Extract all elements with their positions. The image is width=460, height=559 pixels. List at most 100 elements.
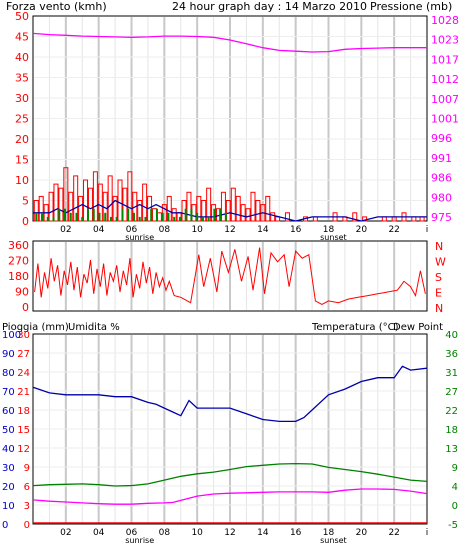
wind-low-bar [58,208,61,221]
humidity-line [32,365,428,423]
dewpoint-line [32,488,428,505]
humidity-tick-label: 90 [2,349,15,360]
rain-axis-label: Pioggia (mm) [2,322,69,333]
rain-tick-label: 3 [24,501,30,512]
wind-gust-bar [53,183,59,222]
time-tick-label: 22 [388,225,399,235]
time-tick-label: 04 [93,528,105,538]
wind-low-bar [155,208,158,221]
pressure-tick-label: 986 [431,172,452,185]
humidity-tick-label: 40 [2,444,15,455]
dewpoint-axis-label: Dew Point [393,322,443,333]
wind-gust-bar [225,200,231,222]
time-tick-label: 06 [126,528,138,538]
wind-low-bar [196,212,199,221]
temperature-tick-label: 36 [445,349,458,360]
time-tick-label: i [426,225,429,235]
wind-low-bar [109,216,112,221]
wind-gust-bar [48,191,54,222]
sunset-label: sunset [320,233,347,242]
temperature-tick-label: 4 [452,482,458,493]
direction-tick-label: 270 [8,255,29,268]
wind-low-bar [69,212,72,221]
pressure-line [32,32,427,53]
wind-gust-bar [112,195,118,222]
temperature-axis-label: Temperatura (°C) [311,322,399,333]
rain-tick-label: 15 [17,425,30,436]
wind-tick-label: 35 [15,72,29,85]
wind-axis-label: Forza vento (kmh) [6,0,107,13]
rain-tick-label: 6 [24,482,30,493]
time-tick-label: 20 [356,225,368,235]
time-tick-label: 18 [323,528,335,538]
wind-tick-label: 15 [15,154,29,167]
wind-gust-bar [240,204,246,222]
time-tick-label: 08 [159,528,171,538]
wind-low-bar [52,216,55,221]
humidity-tick-label: 60 [2,406,15,417]
wind-low-bar [46,216,49,221]
time-tick-label: 02 [60,225,71,235]
wind-gust-bar [284,212,290,222]
wind-low-bar [127,208,130,221]
temperature-tick-label: 31 [445,368,458,379]
pressure-tick-label: 991 [431,152,452,165]
time-tick-label: 02 [60,528,71,538]
time-tick-label: 06 [126,225,138,235]
direction-tick-label: 90 [15,286,29,299]
humidity-tick-label: 80 [2,368,15,379]
wind-low-bar [92,208,95,221]
humidity-tick-label: 10 [2,501,15,512]
pressure-tick-label: 996 [431,132,452,145]
wind-tick-label: 25 [15,113,29,126]
direction-tick-label: 180 [8,270,29,283]
compass-tick-label: S [435,271,442,284]
pressure-tick-label: 1017 [431,53,459,66]
wind-gust-bar [245,208,251,222]
temperature-tick-label: 22 [445,406,458,417]
wind-gust-bar [87,187,93,222]
temperature-tick-label: 18 [445,425,458,436]
temperature-line [32,462,428,487]
wind-gust-bar [255,200,261,222]
wind-low-bar [219,208,222,221]
time-tick-label: 14 [257,225,269,235]
wind-low-bar [213,208,216,221]
humidity-tick-label: 100 [2,330,21,341]
wind-gust-bar [362,216,368,222]
wind-low-bar [201,216,204,221]
wind-low-bar [75,212,78,221]
wind-gust-bar [270,212,276,222]
time-tick-label: 20 [356,528,368,538]
wind-gust-bar [83,179,89,222]
wind-low-bar [173,216,176,221]
humidity-tick-label: 20 [2,482,15,493]
wind-low-bar [150,208,153,221]
pressure-tick-label: 1028 [431,14,459,27]
wind-tick-label: 20 [15,133,29,146]
time-tick-label: 16 [290,528,302,538]
humidity-axis-label: Umidita % [68,322,120,333]
wind-low-bar [81,216,84,221]
wind-gust-bar [235,195,241,222]
wind-low-bar [178,216,181,221]
chart-title: 24 hour graph day : 14 Marzo 2010 [172,0,367,13]
wind-low-bar [115,216,118,221]
wind-low-bar [167,212,170,221]
time-tick-label: 16 [290,225,302,235]
wind-gust-bar [92,171,98,222]
wind-low-bar [144,216,147,221]
wind-low-bar [190,208,193,221]
time-tick-label: 18 [323,225,335,235]
wind-gust-bar [250,191,256,222]
humidity-tick-label: 30 [2,463,15,474]
wind-low-bar [132,212,135,221]
pressure-tick-label: 980 [431,191,452,204]
pressure-tick-label: 1023 [431,34,459,47]
wind-gust-bar [196,195,202,222]
wind-low-bar [64,208,67,221]
direction-line [34,247,426,305]
temperature-tick-label: 13 [445,444,458,455]
time-tick-label: 22 [388,528,399,538]
